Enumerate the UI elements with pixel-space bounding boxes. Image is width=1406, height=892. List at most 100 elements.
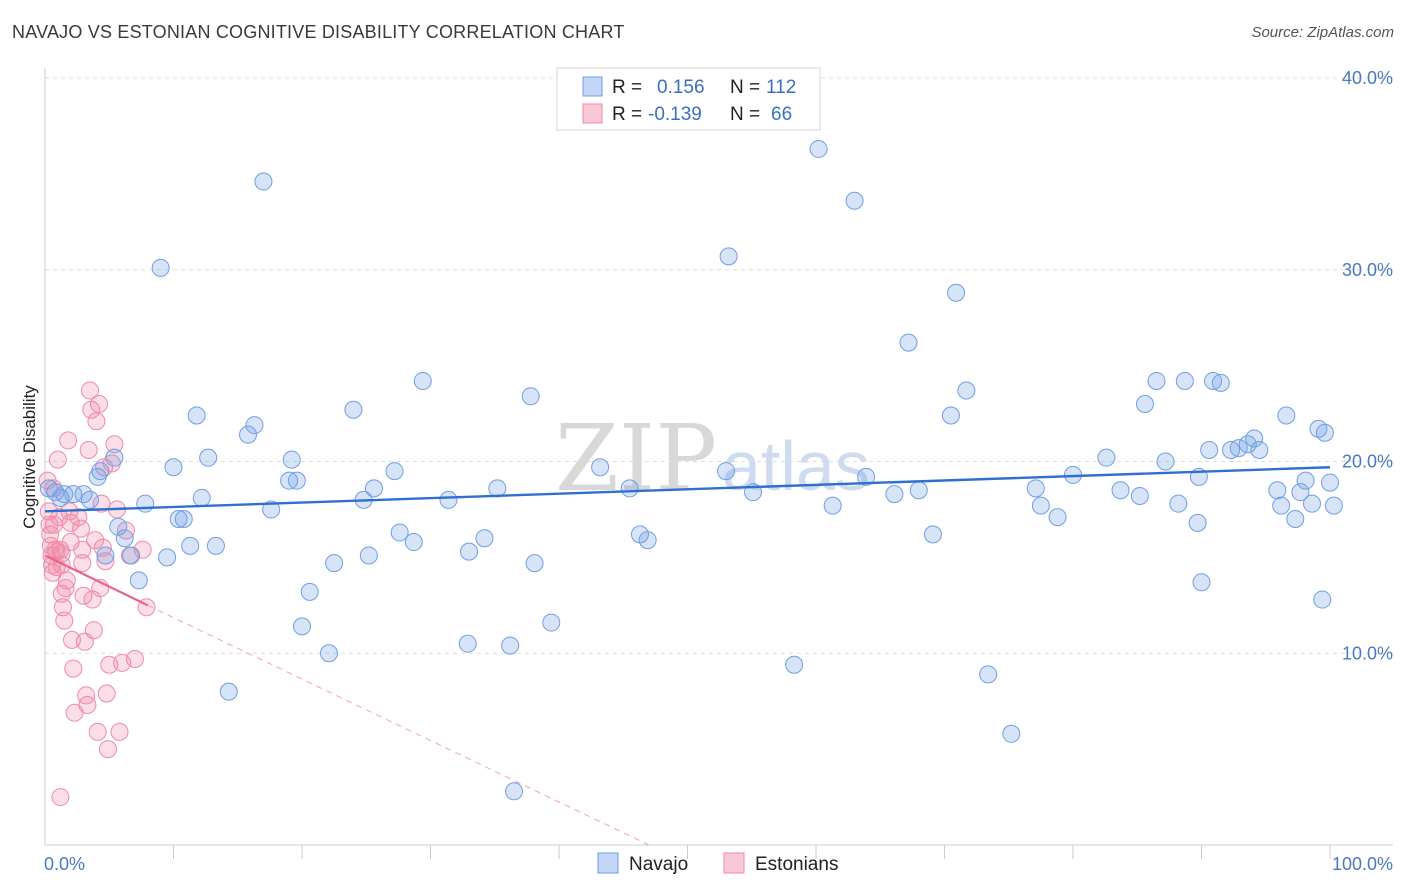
navajo-point-79 bbox=[1048, 508, 1067, 527]
navajo-point-102 bbox=[1277, 406, 1296, 425]
estonians-point-19 bbox=[55, 611, 74, 630]
navajo-point-45 bbox=[413, 371, 432, 390]
estonians-point-37 bbox=[79, 440, 98, 459]
navajo-point-106 bbox=[1303, 494, 1322, 513]
estonians-point-22 bbox=[59, 431, 78, 450]
estonians-point-38 bbox=[80, 381, 99, 400]
navajo-point-85 bbox=[1147, 371, 1166, 390]
estonians-point-33 bbox=[74, 586, 93, 605]
navajo-point-59 bbox=[638, 531, 657, 550]
navajo-point-53 bbox=[521, 387, 540, 406]
navajo-point-103 bbox=[1286, 510, 1305, 529]
estonians-trend-extension bbox=[147, 604, 650, 846]
navajo-point-83 bbox=[1130, 487, 1149, 506]
navajo-point-56 bbox=[591, 458, 610, 477]
navajo-points bbox=[39, 139, 1343, 801]
navajo-point-10 bbox=[105, 448, 124, 467]
x-tick-label-min: 0.0% bbox=[44, 854, 85, 874]
grid-lines bbox=[45, 77, 1393, 654]
navajo-point-28 bbox=[245, 416, 264, 435]
navajo-point-9 bbox=[96, 546, 115, 565]
navajo-point-14 bbox=[129, 571, 148, 590]
navajo-point-19 bbox=[169, 510, 188, 529]
bottom-legend-label-estonians: Estonians bbox=[755, 854, 838, 875]
estonians-point-35 bbox=[77, 686, 96, 705]
navajo-point-94 bbox=[1211, 373, 1230, 392]
navajo-point-22 bbox=[187, 406, 206, 425]
navajo-trend-line bbox=[44, 466, 1331, 513]
legend-swatch-navajo bbox=[582, 76, 603, 97]
navajo-point-57 bbox=[620, 479, 639, 498]
estonians-point-16 bbox=[52, 556, 71, 575]
y-tick-label-0: 10.0% bbox=[1342, 643, 1393, 663]
navajo-point-43 bbox=[390, 523, 409, 542]
navajo-point-87 bbox=[1169, 494, 1188, 513]
estonians-points bbox=[38, 381, 156, 807]
navajo-point-111 bbox=[1324, 496, 1343, 515]
bottom-legend: Navajo Estonians bbox=[597, 852, 838, 875]
watermark-zip: ZIP bbox=[555, 405, 717, 512]
navajo-point-95 bbox=[1222, 440, 1241, 459]
estonians-point-61 bbox=[125, 650, 144, 669]
estonians-point-13 bbox=[50, 508, 69, 527]
navajo-point-12 bbox=[115, 529, 134, 548]
navajo-point-8 bbox=[91, 462, 110, 481]
navajo-point-52 bbox=[505, 782, 524, 801]
navajo-point-1 bbox=[46, 483, 65, 502]
estonians-point-44 bbox=[88, 722, 107, 741]
estonians-point-2 bbox=[40, 515, 59, 534]
navajo-point-66 bbox=[845, 191, 864, 210]
navajo-point-23 bbox=[192, 488, 211, 507]
top-legend: R = 0.156 N = 112 R = -0.139 N = 66 bbox=[556, 67, 821, 131]
navajo-point-77 bbox=[1026, 479, 1045, 498]
navajo-point-25 bbox=[206, 536, 225, 555]
navajo-point-13 bbox=[122, 546, 141, 565]
bottom-legend-label-navajo: Navajo bbox=[629, 854, 688, 875]
navajo-point-110 bbox=[1321, 473, 1339, 492]
navajo-point-26 bbox=[219, 682, 238, 701]
legend-swatch-estonians bbox=[582, 103, 603, 124]
estonians-point-43 bbox=[87, 412, 106, 431]
estonians-point-27 bbox=[64, 659, 83, 678]
navajo-point-47 bbox=[458, 634, 477, 653]
navajo-point-50 bbox=[488, 479, 507, 498]
navajo-point-11 bbox=[109, 517, 128, 536]
estonians-point-12 bbox=[48, 450, 67, 469]
navajo-point-75 bbox=[979, 665, 998, 684]
estonians-point-51 bbox=[97, 684, 116, 703]
navajo-point-82 bbox=[1111, 481, 1130, 500]
navajo-point-68 bbox=[885, 485, 904, 504]
navajo-point-99 bbox=[1250, 440, 1269, 459]
navajo-point-32 bbox=[282, 450, 301, 469]
navajo-point-33 bbox=[287, 471, 306, 490]
estonians-point-57 bbox=[110, 722, 129, 741]
navajo-point-70 bbox=[909, 481, 928, 500]
navajo-point-86 bbox=[1156, 452, 1175, 471]
estonians-point-36 bbox=[78, 696, 97, 715]
navajo-point-24 bbox=[199, 448, 218, 467]
estonians-point-18 bbox=[53, 598, 72, 617]
navajo-point-4 bbox=[64, 485, 83, 504]
navajo-point-64 bbox=[809, 139, 828, 158]
navajo-point-78 bbox=[1031, 496, 1050, 515]
navajo-point-30 bbox=[262, 500, 281, 519]
navajo-point-46 bbox=[439, 490, 458, 509]
navajo-point-93 bbox=[1204, 371, 1223, 390]
estonians-point-32 bbox=[73, 554, 92, 573]
navajo-point-54 bbox=[525, 554, 544, 573]
legend-r-label-estonians: R = bbox=[612, 104, 642, 125]
estonians-point-30 bbox=[71, 519, 90, 538]
watermark-atlas: atlas bbox=[722, 427, 870, 505]
navajo-point-71 bbox=[923, 525, 942, 544]
estonians-point-21 bbox=[57, 571, 76, 590]
navajo-point-15 bbox=[136, 494, 155, 513]
navajo-point-38 bbox=[344, 400, 363, 419]
navajo-point-17 bbox=[158, 548, 177, 567]
navajo-point-74 bbox=[957, 381, 976, 400]
navajo-point-27 bbox=[239, 425, 258, 444]
navajo-point-108 bbox=[1313, 590, 1332, 609]
bottom-legend-swatch-navajo bbox=[597, 852, 619, 874]
x-tick-label-max: 100.0% bbox=[1332, 854, 1393, 874]
navajo-point-41 bbox=[364, 479, 383, 498]
trend-lines bbox=[44, 466, 1331, 846]
